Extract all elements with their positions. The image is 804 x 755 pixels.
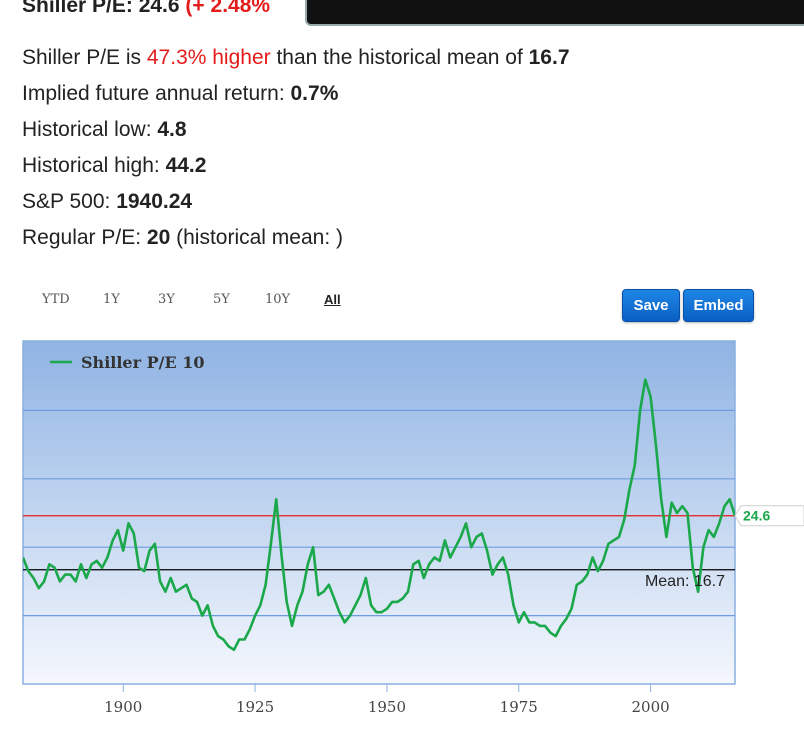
stats-block: Shiller P/E is 47.3% higher than the his…: [22, 40, 570, 256]
legend-label: Shiller P/E 10: [81, 353, 205, 372]
x-tick-label: 1950: [368, 698, 406, 716]
stat-comparison-mid: than the historical mean of: [270, 46, 529, 69]
title-change: (+ 2.48%: [185, 0, 271, 17]
current-value-tag-bg: [734, 505, 804, 527]
range-all[interactable]: All: [324, 292, 341, 307]
stat-comparison: Shiller P/E is 47.3% higher than the his…: [22, 40, 570, 76]
range-5y[interactable]: 5Y: [213, 292, 230, 307]
stat-comparison-prefix: Shiller P/E is: [22, 46, 147, 69]
stat-historical-low: Historical low: 4.8: [22, 112, 570, 148]
save-button[interactable]: Save: [622, 289, 680, 322]
stat-historical-high: Historical high: 44.2: [22, 148, 570, 184]
stat-comparison-mean: 16.7: [528, 46, 570, 69]
x-tick-label: 1925: [236, 698, 274, 716]
stat-comparison-pct: 47.3% higher: [146, 46, 271, 69]
plot-area: [22, 340, 736, 685]
stat-implied-return-label: Implied future annual return:: [22, 82, 291, 105]
stat-regular-pe-suffix: (historical mean: ): [170, 226, 343, 249]
stat-sp500-label: S&P 500:: [22, 190, 117, 213]
stat-sp500: S&P 500: 1940.24: [22, 184, 570, 220]
stat-regular-pe: Regular P/E: 20 (historical mean: ): [22, 220, 570, 256]
mean-label: Mean: 16.7: [645, 573, 725, 590]
x-tick-label: 1975: [500, 698, 538, 716]
stat-historical-high-label: Historical high:: [22, 154, 166, 177]
range-1y[interactable]: 1Y: [103, 292, 120, 307]
stat-historical-low-value: 4.8: [157, 118, 187, 141]
range-10y[interactable]: 10Y: [265, 292, 291, 307]
stat-regular-pe-label: Regular P/E:: [22, 226, 147, 249]
page-title: Shiller P/E: 24.6 (+ 2.48%: [22, 0, 270, 18]
stat-implied-return: Implied future annual return: 0.7%: [22, 76, 570, 112]
series-line-shiller-pe: [23, 378, 735, 652]
embed-button[interactable]: Embed: [683, 289, 754, 322]
x-tick-label: 2000: [632, 698, 670, 716]
title-prefix: Shiller P/E: 24.6: [22, 0, 180, 17]
current-value-tag: 24.6: [734, 505, 804, 527]
legend: Shiller P/E 10: [50, 353, 205, 372]
range-ytd[interactable]: YTD: [42, 292, 70, 307]
current-value-tag-label: 24.6: [743, 508, 770, 524]
gridlines: [23, 409, 735, 617]
stat-sp500-value: 1940.24: [116, 190, 193, 213]
stat-implied-return-value: 0.7%: [290, 82, 339, 105]
x-axis: 1900 1925 1950 1975 2000: [104, 684, 670, 716]
stat-historical-low-label: Historical low:: [22, 118, 158, 141]
range-3y[interactable]: 3Y: [158, 292, 175, 307]
dark-overlay-bar: [305, 0, 804, 26]
stat-historical-high-value: 44.2: [165, 154, 207, 177]
x-tick-label: 1900: [104, 698, 142, 716]
stat-regular-pe-value: 20: [146, 226, 171, 249]
